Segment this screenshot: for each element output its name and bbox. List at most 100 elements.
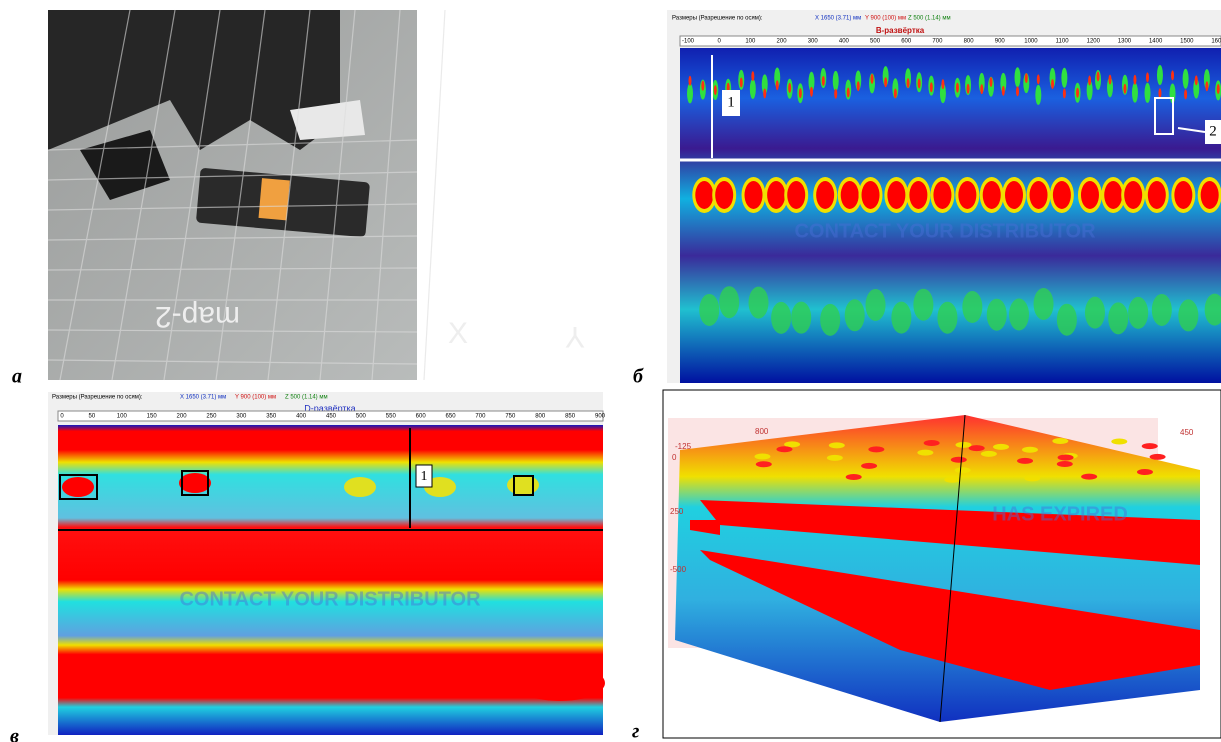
reflection: [1009, 299, 1029, 331]
reflection: [857, 81, 860, 91]
tick-label: 400: [839, 39, 850, 45]
tick-label: 50: [89, 414, 96, 420]
scan-title: B-развёртка: [876, 26, 925, 35]
reflection: [799, 88, 802, 98]
reflection: [829, 442, 845, 448]
reflection: [1178, 299, 1198, 331]
tick-label: 1200: [1087, 39, 1101, 45]
floor-text: map-2: [155, 300, 240, 333]
reflection: [862, 181, 880, 209]
reflection: [845, 299, 865, 331]
photo-panel: map-2 X Y: [48, 10, 585, 380]
dimension: Y 900 (100) мм: [235, 395, 276, 401]
reflection: [834, 89, 837, 99]
reflection: [833, 71, 839, 91]
reflection: [1128, 297, 1148, 329]
reflection: [715, 181, 733, 209]
dimension: Z 500 (1.14) мм: [285, 395, 328, 401]
tick-label: 550: [386, 414, 397, 420]
reflection: [1144, 83, 1150, 103]
reflection: [1081, 474, 1097, 480]
reflection: [1022, 447, 1038, 453]
reflection: [1076, 88, 1079, 98]
reflection: [1034, 288, 1054, 320]
marker: 1: [727, 94, 735, 110]
reflection: [962, 291, 982, 323]
reflection: [987, 299, 1007, 331]
reflection: [924, 440, 940, 446]
reflection: [1157, 65, 1163, 85]
reflection: [990, 77, 993, 87]
reflection: [776, 80, 779, 90]
reflection: [909, 181, 927, 209]
reflection: [1057, 461, 1073, 467]
reflection: [827, 455, 843, 461]
axis-label: 250: [670, 507, 684, 516]
tick-label: 400: [296, 414, 307, 420]
d-scan-panel: Размеры (Разрешение по осям): X 1650 (3.…: [48, 392, 606, 735]
axis-label: -500: [670, 565, 687, 574]
reflection: [1025, 73, 1028, 83]
reflection: [841, 181, 859, 209]
reflection: [1174, 181, 1192, 209]
reflection: [933, 181, 951, 209]
reflection: [344, 477, 376, 497]
reflection: [993, 444, 1009, 450]
reflection: [944, 477, 960, 483]
tick-label: 800: [535, 414, 546, 420]
reflection: [955, 442, 971, 448]
reflection: [1108, 302, 1128, 334]
reflection: [918, 78, 921, 88]
reflection: [62, 477, 94, 497]
watermark: CONTACT YOUR DISTRIBUTOR: [179, 588, 481, 610]
panel-label: а: [12, 366, 22, 388]
reflection: [701, 81, 704, 91]
reflection: [1137, 469, 1153, 475]
header: Размеры (Разрешение по осям):: [672, 16, 763, 22]
tick-label: 1100: [1056, 39, 1070, 45]
reflection: [937, 302, 957, 334]
reflection: [816, 181, 834, 209]
dimension: X 1650 (3.71) мм: [180, 395, 226, 401]
reflection: [980, 84, 983, 94]
reflection: [917, 450, 933, 456]
reflection: [1217, 84, 1220, 94]
reflection: [1017, 458, 1033, 464]
reflection: [1035, 85, 1041, 105]
axis-label: -125: [675, 442, 692, 451]
reflection: [1201, 181, 1219, 209]
reflection: [1037, 74, 1040, 84]
reflection: [689, 76, 692, 86]
reflection: [955, 467, 971, 473]
tick-label: 700: [475, 414, 486, 420]
reflection: [1109, 75, 1112, 85]
reflection: [1132, 83, 1138, 103]
tick-label: 600: [416, 414, 427, 420]
reflection: [1002, 86, 1005, 96]
reflection: [846, 474, 862, 480]
watermark: CONTACT YOUR DISTRIBUTOR: [794, 220, 1096, 242]
tick-label: -100: [682, 39, 695, 45]
reflection: [861, 463, 877, 469]
reflection: [1195, 75, 1198, 85]
reflection: [751, 71, 754, 81]
panel-label: б: [633, 366, 644, 388]
reflection: [884, 77, 887, 87]
reflection: [1024, 475, 1040, 481]
axis-label: 0: [672, 453, 677, 462]
reflection: [771, 302, 791, 334]
marker: 2: [1209, 123, 1217, 139]
reflection: [1150, 454, 1166, 460]
reflection: [776, 446, 792, 452]
reflection: [1081, 181, 1099, 209]
reflection: [1051, 79, 1054, 89]
tick-label: 500: [356, 414, 367, 420]
reflection: [1085, 297, 1105, 329]
tick-label: 200: [177, 414, 188, 420]
reflection: [930, 82, 933, 92]
axis-label: 450: [1180, 428, 1194, 437]
reflection: [787, 181, 805, 209]
reflection: [907, 78, 910, 88]
reflection: [1158, 88, 1161, 98]
reflection: [810, 87, 813, 97]
